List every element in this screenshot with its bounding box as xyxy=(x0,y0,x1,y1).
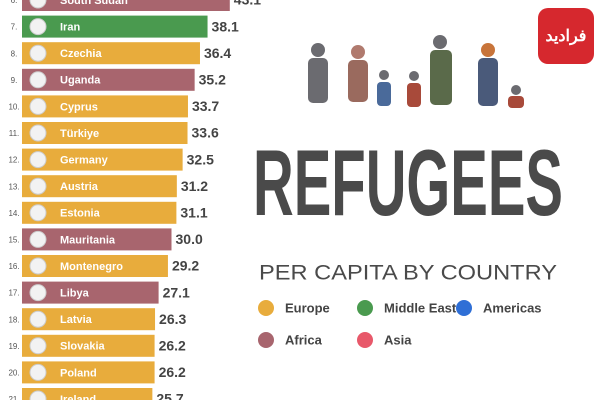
flag xyxy=(29,124,47,142)
flag xyxy=(29,390,47,400)
value-label: 26.3 xyxy=(159,311,186,327)
legend-swatch xyxy=(357,300,373,316)
bar xyxy=(22,201,177,224)
value-label: 32.5 xyxy=(187,151,214,167)
value-label: 30.0 xyxy=(176,231,203,247)
flag xyxy=(29,363,47,381)
rank-label: 13. xyxy=(8,182,19,191)
bar xyxy=(22,68,195,91)
value-label: 27.1 xyxy=(163,284,190,300)
legend-swatch xyxy=(258,300,274,316)
flag xyxy=(29,230,47,248)
bar xyxy=(22,122,188,144)
bar xyxy=(22,42,200,65)
bar xyxy=(22,281,159,304)
value-label: 36.4 xyxy=(204,45,231,61)
legend-swatch xyxy=(456,300,472,316)
value-label: 31.2 xyxy=(181,178,208,194)
flag xyxy=(29,204,47,222)
bar xyxy=(22,308,156,331)
category-label: Libya xyxy=(60,288,90,300)
value-label: 26.2 xyxy=(159,338,186,354)
category-label: Czechia xyxy=(60,48,102,60)
value-label: 43.1 xyxy=(234,0,261,8)
value-label: 38.1 xyxy=(212,18,239,34)
rank-label: 10. xyxy=(8,103,19,112)
flag xyxy=(29,257,47,275)
flag xyxy=(29,0,47,9)
rank-label: 15. xyxy=(8,236,19,245)
category-label: Latvia xyxy=(60,314,93,326)
flag xyxy=(29,177,47,195)
bar xyxy=(22,95,188,118)
bar xyxy=(22,388,153,400)
flag xyxy=(29,310,47,328)
bars: 6. South Sudan 43.1 7. Iran 38.1 8. Czechia 36.4… xyxy=(8,0,261,400)
bar xyxy=(22,148,183,171)
illustration xyxy=(308,35,524,108)
legend-label: Americas xyxy=(483,300,542,315)
rank-label: 7. xyxy=(11,23,18,32)
legend-swatch xyxy=(258,332,274,348)
bar xyxy=(22,15,208,38)
rank-label: 8. xyxy=(11,49,18,58)
bar xyxy=(22,361,155,384)
value-label: 33.6 xyxy=(192,125,219,141)
rank-label: 14. xyxy=(8,209,19,218)
category-label: Türkiye xyxy=(60,128,99,140)
legend: Europe Middle East Americas Africa Asia xyxy=(258,300,542,348)
category-label: South Sudan xyxy=(60,0,128,7)
value-label: 33.7 xyxy=(192,98,219,114)
bar xyxy=(22,334,155,357)
rank-label: 17. xyxy=(8,289,19,298)
rank-label: 6. xyxy=(11,0,18,5)
category-label: Ireland xyxy=(60,394,96,400)
value-label: 35.2 xyxy=(199,72,226,88)
chart-title: REFUGEES xyxy=(253,130,563,235)
legend-swatch xyxy=(357,332,373,348)
flag xyxy=(29,284,47,302)
rank-label: 9. xyxy=(11,76,18,85)
rank-label: 11. xyxy=(9,129,20,138)
category-label: Montenegro xyxy=(60,261,123,273)
rank-label: 19. xyxy=(8,342,19,351)
chart-subtitle: PER CAPITA BY COUNTRY xyxy=(259,262,557,285)
rank-label: 12. xyxy=(8,156,19,165)
category-label: Iran xyxy=(60,22,80,34)
flag xyxy=(29,151,47,169)
value-label: 31.1 xyxy=(180,205,207,221)
bar xyxy=(22,175,177,198)
bar xyxy=(22,255,168,277)
flag xyxy=(29,337,47,355)
category-label: Slovakia xyxy=(60,341,106,353)
legend-label: Africa xyxy=(285,332,323,347)
value-label: 25.7 xyxy=(156,391,183,400)
category-label: Poland xyxy=(60,367,97,379)
category-label: Germany xyxy=(60,155,109,167)
value-label: 26.2 xyxy=(159,364,186,380)
rank-label: 16. xyxy=(8,262,19,271)
legend-label: Europe xyxy=(285,300,330,315)
category-label: Cyprus xyxy=(60,101,98,113)
watermark: فرادید xyxy=(546,28,587,46)
category-label: Mauritania xyxy=(60,234,116,246)
rank-label: 21. xyxy=(8,395,19,400)
category-label: Uganda xyxy=(60,75,101,87)
rank-label: 20. xyxy=(8,369,19,378)
value-label: 29.2 xyxy=(172,258,199,274)
rank-label: 18. xyxy=(8,315,19,324)
flag xyxy=(29,18,47,36)
flag xyxy=(29,71,47,89)
category-label: Estonia xyxy=(60,208,101,220)
bar xyxy=(22,228,172,251)
flag xyxy=(29,97,47,115)
category-label: Austria xyxy=(60,181,99,193)
legend-label: Asia xyxy=(384,332,412,347)
logo: فرادید xyxy=(538,8,594,64)
flag xyxy=(29,44,47,62)
legend-label: Middle East xyxy=(384,300,457,315)
bar xyxy=(22,0,230,11)
